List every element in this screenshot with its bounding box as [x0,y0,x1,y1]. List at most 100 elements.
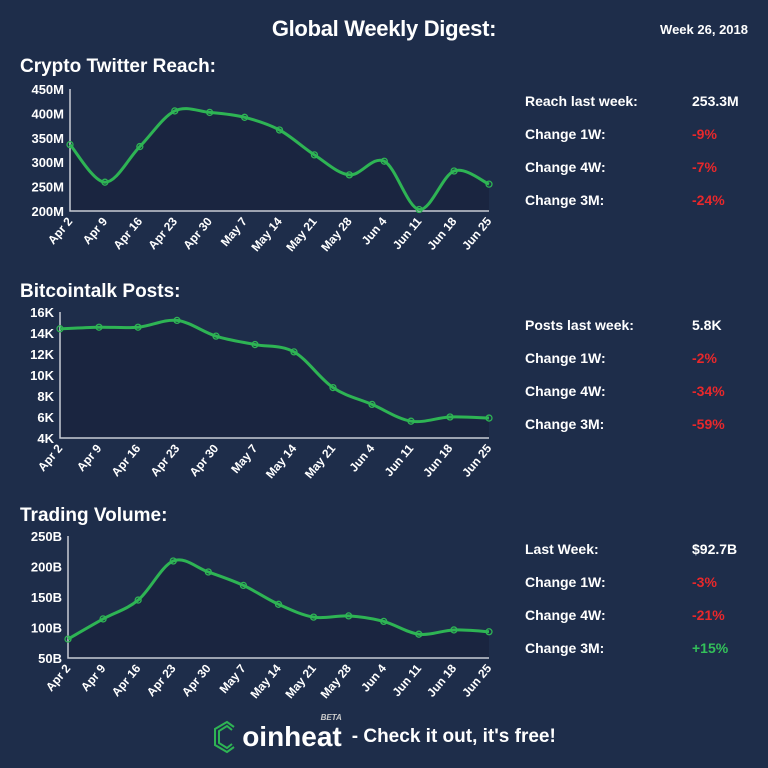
x-tick-label: Apr 30 [179,661,214,699]
x-tick-label: May 28 [318,214,355,254]
stat-value: 5.8K [692,316,722,333]
stat-value: 253.3M [692,92,739,109]
data-point [99,615,107,623]
stat-label: Change 3M: [525,639,605,656]
stat-row: Posts last week: 5.8K [525,308,755,341]
x-tick-label: Apr 9 [80,214,111,247]
stat-label: Reach last week: [525,92,638,109]
stat-value: -34% [692,382,725,399]
area-fill [60,320,489,438]
x-tick-label: May 21 [302,441,339,481]
y-tick-label: 250B [31,529,62,544]
stat-value: -7% [692,158,717,175]
axes [59,312,489,439]
data-point [206,108,214,117]
footer[interactable]: oinheat BETA - Check it out, it's free! [0,713,768,754]
x-tick-label: May 7 [218,214,250,249]
data-point [450,626,458,634]
x-tick-label: Jun 18 [424,214,459,252]
y-tick-label: 12K [30,347,54,362]
y-tick-label: 400M [31,106,64,121]
y-tick-label: 8K [37,389,54,404]
x-tick-label: Apr 9 [74,441,105,474]
tagline: - Check it out, it's free! [351,726,556,747]
data-point [407,417,415,425]
x-tick-label: May 14 [263,441,300,481]
stat-row: Change 4W: -7% [525,150,755,183]
series-line [67,558,490,641]
stat-label: Posts last week: [525,316,634,333]
coinheat-logo-icon [214,720,235,754]
x-tick-label: Apr 9 [78,661,109,694]
x-tick-label: Apr 2 [43,661,74,694]
x-tick-label: Jun 11 [390,214,425,252]
stats-bitcointalk: Posts last week: 5.8K Change 1W: -2% Change … [525,308,755,440]
y-tick-label: 100B [31,621,62,636]
data-point [290,348,298,356]
stat-row: Last Week: $92.7B [525,532,755,565]
data-point [240,113,249,121]
x-tick-label: Apr 23 [144,661,179,699]
chart-title-twitter: Crypto Twitter Reach: [20,56,217,77]
data-point [169,557,177,565]
x-tick-label: Jun 4 [346,441,377,474]
x-tick-label: Apr 16 [110,214,145,252]
data-point [56,325,64,333]
data-point [134,323,142,331]
x-tick-label: Apr 2 [35,441,66,474]
chart-title-bitcointalk: Bitcointalk Posts: [20,281,181,302]
stat-label: Change 1W: [525,125,606,142]
x-tick-label: Jun 18 [424,661,459,699]
data-point [345,612,353,620]
x-tick-label: Jun 25 [459,214,494,252]
data-point [251,340,259,349]
stat-label: Change 4W: [525,158,606,175]
x-tick-label: Apr 30 [187,441,222,479]
data-point [274,600,283,608]
data-point [415,630,423,638]
data-point [446,413,454,421]
y-tick-label: 50B [38,651,62,666]
x-tick-label: May 21 [282,661,319,701]
x-tick-label: May 14 [248,214,285,254]
data-point [485,628,493,636]
data-point [485,414,493,422]
trading-volume-chart: 50B 100B 150B 200B 250B Apr 2 Apr 9 Apr 16 Apr 2… [31,529,495,701]
y-tick-label: 250M [31,180,64,195]
area-fill [70,108,489,211]
stat-row: Change 3M: -59% [525,407,755,440]
stat-label: Change 1W: [525,349,606,366]
data-point [173,316,181,325]
x-tick-label: Jun 25 [459,661,494,699]
x-tick-label: May 14 [247,661,284,701]
stat-label: Change 1W: [525,573,606,590]
beta-badge: BETA [320,713,342,722]
x-tick-label: Apr 16 [109,441,144,479]
brand-name: oinheat BETA [242,713,342,753]
x-tick-label: Jun 18 [420,441,455,479]
data-point [64,635,72,643]
y-tick-label: 300M [31,155,64,170]
data-point [136,142,144,151]
x-tick-label: Apr 23 [148,441,183,479]
x-tick-label: Jun 4 [358,661,389,694]
y-tick-label: 4K [37,431,54,446]
series-line [68,107,490,212]
y-tick-label: 200M [31,204,64,219]
y-tick-label: 350M [31,131,64,146]
data-point [275,126,284,134]
page-title: Global Weekly Digest: [271,16,497,41]
bitcointalk-posts-chart: 4K 6K 8K 10K 12K 14K 16K Apr 2 Apr 9 Apr 16 Apr 23… [30,305,494,481]
y-tick-label: 450M [31,82,64,97]
y-tick-label: 200B [31,560,62,575]
y-tick-label: 6K [37,410,54,425]
x-tick-label: Jun 11 [389,661,424,699]
twitter-reach-chart: 200M 250M 300M 350M 400M 450M Apr 2 Apr 9 Apr 16… [31,82,494,254]
stat-value: -3% [692,573,717,590]
x-tick-label: May 7 [217,661,249,696]
data-point [415,205,423,214]
data-point [450,167,458,175]
data-point [329,383,337,392]
stats-twitter: Reach last week: 253.3M Change 1W: -9% Chang… [525,84,755,216]
x-tick-label: Jun 11 [382,441,417,479]
